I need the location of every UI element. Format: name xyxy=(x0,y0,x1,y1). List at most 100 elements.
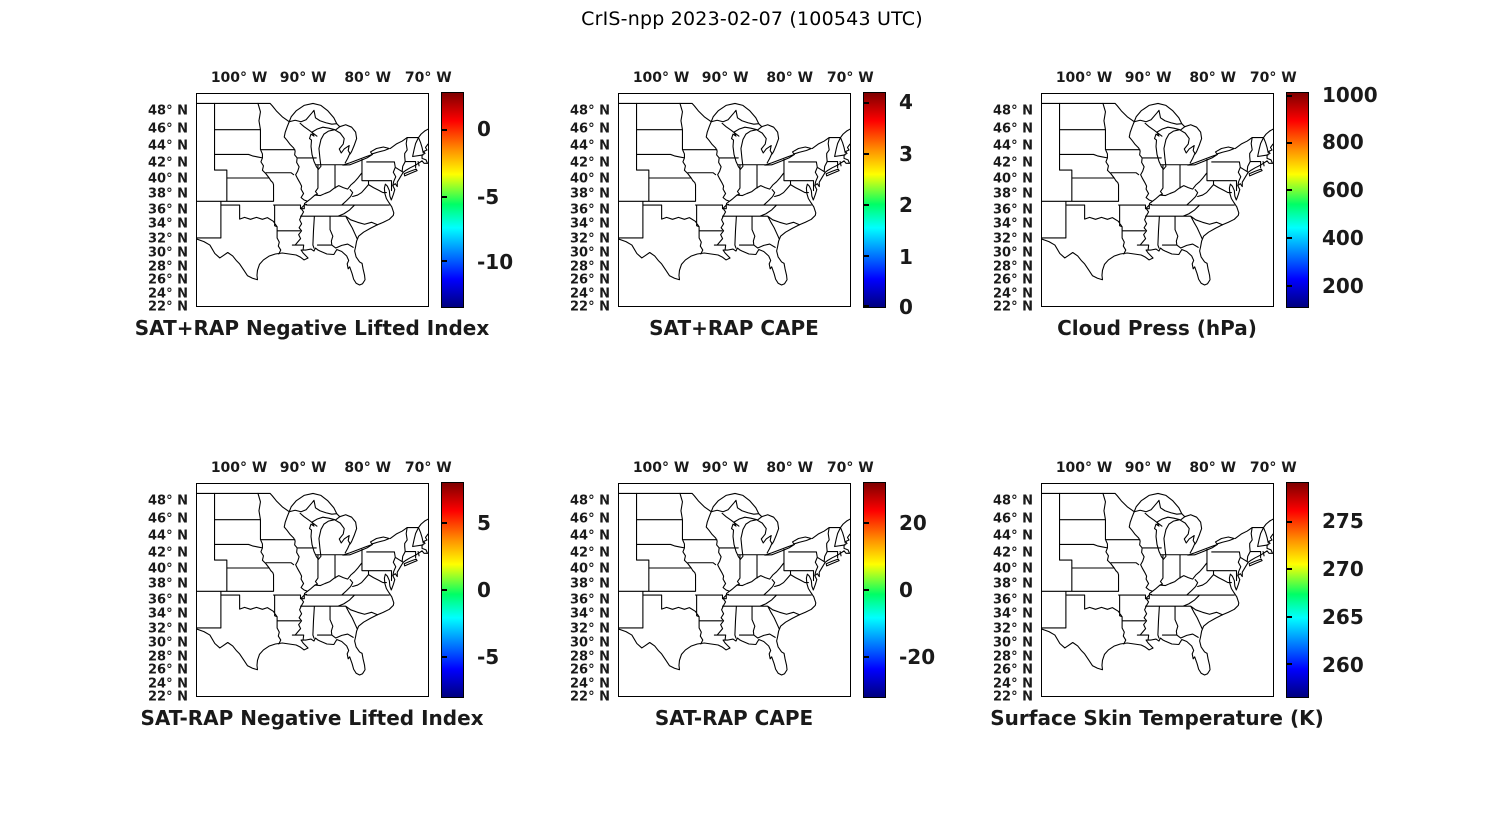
lat-tick-label: 32° N xyxy=(570,621,610,637)
map-frame xyxy=(1041,483,1274,697)
colorbar-tick-mark xyxy=(864,204,869,207)
colorbar xyxy=(1286,92,1309,308)
map-frame xyxy=(1041,93,1274,307)
panel-title: SAT-RAP Negative Lifted Index xyxy=(140,706,484,730)
colorbar-tick-mark xyxy=(1287,520,1292,523)
lat-tick-label: 32° N xyxy=(148,621,188,637)
colorbar-tick-mark xyxy=(442,589,447,591)
lat-tick-label: 38° N xyxy=(570,186,610,202)
lat-tick-label: 36° N xyxy=(993,592,1033,608)
lat-tick-label: 26° N xyxy=(570,272,610,288)
lat-tick-label: 46° N xyxy=(148,121,188,137)
colorbar-tick-label: 0 xyxy=(899,294,913,319)
lat-tick-label: 30° N xyxy=(570,245,610,261)
colorbar-tick-label: -5 xyxy=(477,645,500,670)
lat-tick-label: 44° N xyxy=(148,138,188,154)
lat-tick-label: 24° N xyxy=(993,676,1033,692)
lat-tick-label: 48° N xyxy=(993,103,1033,119)
lat-tick-label: 24° N xyxy=(570,286,610,302)
lon-tick-label: 100° W xyxy=(210,70,268,86)
map-frame xyxy=(196,483,429,697)
colorbar-tick-mark xyxy=(1287,615,1292,618)
lat-tick-label: 26° N xyxy=(148,662,188,678)
lat-tick-label: 22° N xyxy=(148,299,188,315)
lon-tick-label: 100° W xyxy=(1055,460,1113,476)
lat-tick-label: 36° N xyxy=(993,202,1033,218)
lat-tick-label: 46° N xyxy=(993,121,1033,137)
map-frame xyxy=(618,483,851,697)
panel-sat-minus-rap-cape: 100° W 90° W 80° W 70° W 48° N 46° N 44° N 42° … xyxy=(570,460,935,730)
us-states-map xyxy=(197,492,428,676)
lat-tick-label: 46° N xyxy=(570,121,610,137)
colorbar-tick-label: 0 xyxy=(477,116,491,141)
colorbar-tick-label: 600 xyxy=(1322,178,1364,203)
panel-title: SAT-RAP CAPE xyxy=(654,706,814,730)
lat-tick-label: 34° N xyxy=(570,216,610,232)
colorbar xyxy=(441,482,464,698)
lat-tick-label: 22° N xyxy=(148,689,188,705)
lat-tick-label: 34° N xyxy=(993,606,1033,622)
panel-title: Surface Skin Temperature (K) xyxy=(990,706,1324,730)
lat-tick-label: 44° N xyxy=(993,138,1033,154)
us-states-map xyxy=(619,492,850,676)
lat-tick-label: 26° N xyxy=(993,272,1033,288)
colorbar-tick-label: -10 xyxy=(477,249,514,274)
lon-tick-label: 90° W xyxy=(279,70,327,86)
colorbar xyxy=(441,92,464,308)
lon-tick-label: 90° W xyxy=(701,70,749,86)
colorbar-tick-label: 1000 xyxy=(1322,82,1378,107)
lon-tick-label: 90° W xyxy=(1124,460,1172,476)
map-frame xyxy=(618,93,851,307)
colorbar-tick-mark xyxy=(864,522,869,525)
lat-tick-label: 46° N xyxy=(993,511,1033,527)
lat-tick-label: 42° N xyxy=(148,155,188,171)
lon-tick-label: 100° W xyxy=(632,460,690,476)
colorbar-tick-mark xyxy=(1287,141,1292,144)
colorbar-tick-mark xyxy=(1287,568,1292,571)
lat-tick-label: 38° N xyxy=(148,186,188,202)
colorbar-tick-label: 0 xyxy=(899,578,913,602)
lat-tick-label: 28° N xyxy=(148,649,188,665)
colorbar-tick-mark xyxy=(864,153,869,156)
colorbar-tick-label: 4 xyxy=(899,90,913,115)
panel-surface-skin-temperature: 100° W 90° W 80° W 70° W 48° N 46° N 44° N 42° … xyxy=(990,460,1363,730)
lat-tick-label: 26° N xyxy=(993,662,1033,678)
panel-title: Cloud Press (hPa) xyxy=(1057,316,1257,340)
lon-tick-label: 70° W xyxy=(826,460,874,476)
colorbar-tick-label: 800 xyxy=(1322,130,1364,155)
lat-tick-label: 26° N xyxy=(570,662,610,678)
colorbar-tick-mark xyxy=(442,260,447,263)
lat-tick-label: 32° N xyxy=(993,231,1033,247)
colorbar-tick-mark xyxy=(1287,662,1292,665)
lat-tick-label: 28° N xyxy=(570,649,610,665)
lat-tick-label: 32° N xyxy=(148,231,188,247)
lat-tick-label: 40° N xyxy=(148,171,188,187)
lat-tick-label: 36° N xyxy=(570,202,610,218)
lat-tick-label: 30° N xyxy=(570,635,610,651)
colorbar-tick-label: 20 xyxy=(899,510,927,535)
lat-tick-label: 46° N xyxy=(148,511,188,527)
lat-tick-label: 46° N xyxy=(570,511,610,527)
lat-tick-label: 24° N xyxy=(148,676,188,692)
lon-tick-label: 80° W xyxy=(766,460,814,476)
lat-tick-label: 42° N xyxy=(993,155,1033,171)
lat-tick-label: 44° N xyxy=(993,528,1033,544)
lat-tick-label: 38° N xyxy=(993,186,1033,202)
lat-tick-label: 48° N xyxy=(570,493,610,509)
lon-tick-label: 70° W xyxy=(404,70,452,86)
lon-tick-label: 80° W xyxy=(344,70,392,86)
colorbar-tick-label: 265 xyxy=(1322,605,1364,629)
colorbar-tick-label: -5 xyxy=(477,184,500,209)
lat-tick-label: 34° N xyxy=(148,606,188,622)
lat-tick-label: 42° N xyxy=(570,545,610,561)
us-states-map xyxy=(1042,492,1273,676)
colorbar-tick-label: 400 xyxy=(1322,226,1364,251)
lat-tick-label: 34° N xyxy=(148,216,188,232)
lat-tick-label: 28° N xyxy=(993,649,1033,665)
lat-tick-label: 28° N xyxy=(148,259,188,275)
lat-tick-label: 36° N xyxy=(570,592,610,608)
lon-tick-label: 80° W xyxy=(1189,70,1237,86)
lat-tick-label: 42° N xyxy=(993,545,1033,561)
lat-tick-label: 42° N xyxy=(148,545,188,561)
panel-title: SAT+RAP CAPE xyxy=(649,316,819,340)
